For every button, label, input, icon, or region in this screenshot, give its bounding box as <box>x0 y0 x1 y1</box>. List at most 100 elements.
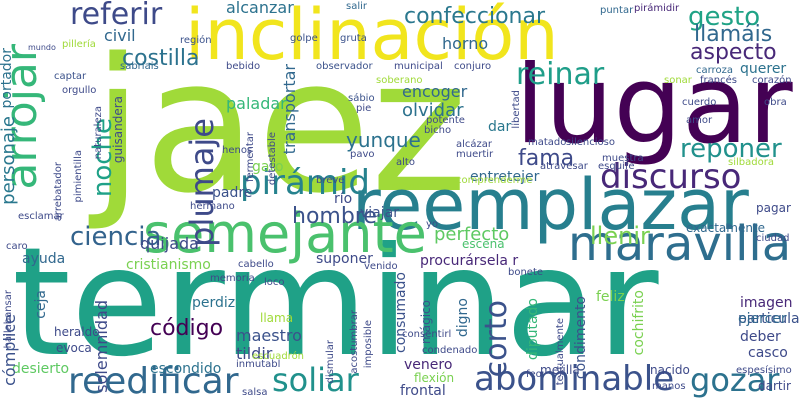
word-digno: digno <box>455 298 471 338</box>
word-ciencia: ciencia <box>70 222 162 252</box>
word-ceja: ceja <box>33 290 49 319</box>
word-venero: venero <box>404 357 453 373</box>
word-condimento: condimento <box>573 296 589 380</box>
word-ejercer: ejercer <box>738 311 787 327</box>
word-llamais: llamáis <box>694 22 773 47</box>
word-gruta: gruta <box>340 33 367 44</box>
word-pavo: pavo <box>350 149 375 160</box>
word-escena: escena <box>462 237 505 251</box>
word-espesisimo: espesísimo <box>736 365 792 376</box>
word-acostumbrar: acostumbrar <box>349 310 360 374</box>
word-diputado: diputado <box>525 298 541 361</box>
word-flexion: flexión <box>414 371 455 385</box>
word-paladar: paladar <box>226 94 287 113</box>
word-observador: observador <box>316 61 373 72</box>
word-cochifrito: cochifrito <box>631 290 647 356</box>
word-rio: río <box>334 191 353 207</box>
word-dartir: dartir <box>758 379 791 393</box>
word-bonete: bonete <box>508 267 544 278</box>
word-guisandera: guisandera <box>111 96 125 164</box>
word-suponer: suponer <box>316 251 373 267</box>
word-soberano: soberano <box>376 75 423 86</box>
word-costilla: costilla <box>122 46 200 71</box>
word-detestable: detestable <box>267 132 278 186</box>
word-amor: amor <box>686 115 713 126</box>
word-tildir: tildir <box>236 344 273 363</box>
word-cuerdo: cuerdo <box>682 97 717 108</box>
word-inmutabl: inmutabl <box>236 359 281 370</box>
word-particular: particular <box>738 311 800 327</box>
word-civil: civil <box>104 26 136 45</box>
word-maravilla: maravilla <box>568 216 792 272</box>
word-loco: loco <box>264 277 285 288</box>
word-pilleria: pillería <box>62 39 96 50</box>
word-hermano: hermano <box>190 201 235 212</box>
word-maestro: maestro <box>236 326 302 345</box>
word-dar: dar <box>488 119 512 135</box>
word-naturaleza: naturaleza <box>93 106 104 160</box>
word-captar: captar <box>54 71 87 82</box>
word-alcazar: alcázar <box>456 139 493 150</box>
word-manos: manos <box>652 381 686 392</box>
word-gesto: gesto <box>688 2 761 32</box>
word-cabello: cabello <box>238 259 274 270</box>
word-referir: referir <box>70 0 163 32</box>
word-cristianismo: cristianismo <box>126 257 211 273</box>
word-region: región <box>180 35 212 46</box>
word-puntar: puntar <box>600 5 634 16</box>
word-gozar: gozar <box>690 361 780 399</box>
word-obra: obra <box>764 97 787 108</box>
word-municipal: municipal <box>394 61 443 72</box>
word-desierto: desierto <box>12 361 70 377</box>
word-mundo: mundo <box>28 43 56 52</box>
word-pie: pie <box>356 103 372 114</box>
word-aspecto: aspecto <box>690 40 777 65</box>
word-reponer: reponer <box>680 134 782 164</box>
word-ayuda: ayuda <box>22 251 66 267</box>
word-horno: horno <box>442 34 489 53</box>
word-yunque: yunque <box>346 128 421 152</box>
word-condenado: condenado <box>422 345 478 356</box>
word-bebido: bebido <box>226 61 261 72</box>
word-olvidar: olvidar <box>402 100 464 121</box>
word-yo: yo <box>426 219 439 230</box>
word-lugar: lugar <box>515 43 793 168</box>
word-feo: feo <box>526 369 542 380</box>
word-frontal: frontal <box>400 383 446 399</box>
word-reemplazar: reemplazar <box>352 164 749 246</box>
word-ciudad: ciudad <box>756 233 790 244</box>
word-muestra: muestra <box>602 153 644 164</box>
word-mejilla: mejilla <box>540 363 580 377</box>
word-deber: deber <box>740 329 781 345</box>
word-alcanzar: alcanzar <box>226 0 294 17</box>
word-potente: potente <box>426 115 465 126</box>
word-terminar: terminar <box>12 216 659 390</box>
word-personaje: personaje <box>0 116 19 205</box>
word-frances: francés <box>700 75 737 86</box>
word-exactamente: exactamente <box>686 221 766 235</box>
word-fermentar: fermentar <box>245 132 256 182</box>
word-llama: llama <box>260 311 294 325</box>
word-piramidir: pirámidir <box>634 3 680 14</box>
word-orgullo: orgullo <box>62 85 97 96</box>
word-hallabansar: hallabansar <box>3 290 14 349</box>
word-casco: casco <box>748 345 788 361</box>
word-imposible: imposible <box>363 320 374 369</box>
word-solemnidad: solemnidad <box>92 300 111 393</box>
word-piramid: pirámid <box>240 163 370 203</box>
word-reedificar: reedificar <box>68 361 239 400</box>
word-transportar: transportar <box>280 64 299 155</box>
word-corazon: corazón <box>752 75 792 86</box>
word-comprenderme: comprenderme <box>456 175 533 186</box>
word-portador: portador <box>0 48 15 109</box>
word-evoca: evoca <box>56 341 92 355</box>
word-soliar: soliar <box>272 361 359 399</box>
word-sonar: sonar <box>664 75 692 86</box>
word-muertir: muertir <box>456 149 494 160</box>
word-codigo: código <box>150 316 224 341</box>
word-feliz: feliz <box>596 289 625 305</box>
word-inclinacion: inclinación <box>185 0 559 76</box>
word-salir: salir <box>346 1 368 12</box>
word-pagar: pagar <box>756 201 791 215</box>
